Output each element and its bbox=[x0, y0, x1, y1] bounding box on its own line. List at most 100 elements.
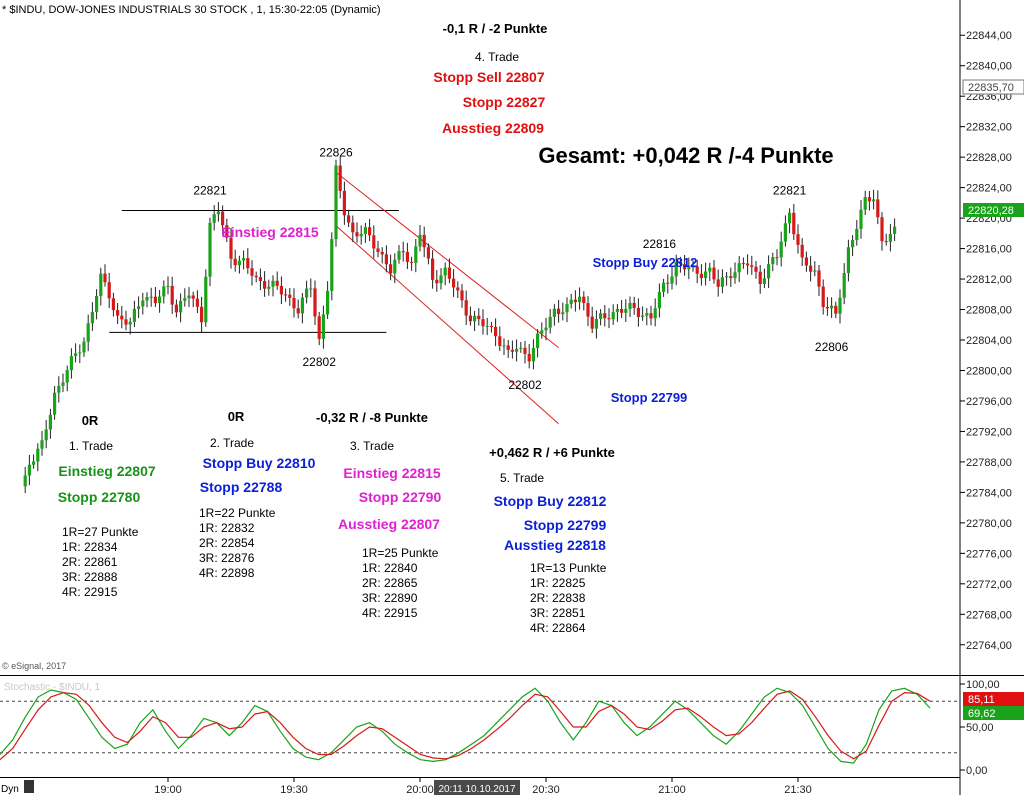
pivot-label: 22802 bbox=[303, 355, 337, 369]
candle-up bbox=[99, 273, 103, 297]
candle-down bbox=[632, 302, 636, 308]
candle-down bbox=[754, 266, 758, 272]
candle-down bbox=[452, 278, 456, 288]
candle-up bbox=[397, 251, 401, 260]
candle-up bbox=[61, 382, 65, 386]
trade5-result: +0,462 R / +6 Punkte bbox=[489, 445, 615, 460]
trade4-stopp: Stopp 22827 bbox=[463, 94, 546, 110]
trade4-stopp-sell: Stopp Sell 22807 bbox=[433, 69, 544, 85]
candle-up bbox=[611, 311, 615, 320]
candle-up bbox=[78, 352, 82, 354]
candle-up bbox=[502, 345, 506, 347]
candle-down bbox=[107, 282, 111, 299]
candle-down bbox=[834, 305, 838, 314]
time-tick-label: 19:30 bbox=[280, 784, 308, 795]
candle-down bbox=[275, 280, 279, 286]
candle-up bbox=[628, 302, 632, 309]
chart-title: * $INDU, DOW-JONES INDUSTRIALS 30 STOCK … bbox=[2, 4, 381, 16]
candle-down bbox=[636, 307, 640, 317]
candle-up bbox=[443, 267, 447, 276]
stoch-tick-label: 100,00 bbox=[966, 679, 1000, 691]
candle-down bbox=[825, 307, 829, 309]
trade5-label: 5. Trade bbox=[500, 471, 544, 485]
candle-up bbox=[65, 370, 69, 383]
candle-up bbox=[334, 165, 338, 240]
candle-up bbox=[48, 414, 52, 430]
candle-down bbox=[225, 225, 229, 238]
candle-up bbox=[57, 385, 61, 393]
candle-down bbox=[468, 315, 472, 322]
candle-down bbox=[876, 199, 880, 218]
candle-down bbox=[111, 298, 115, 311]
candle-down bbox=[246, 258, 250, 269]
candle-up bbox=[515, 348, 519, 352]
price-tick-label: 22764,00 bbox=[966, 640, 1012, 652]
corner-button[interactable] bbox=[24, 780, 34, 793]
candle-down bbox=[372, 235, 376, 249]
candle-down bbox=[800, 244, 804, 258]
candle-up bbox=[863, 197, 867, 210]
trade2-stopp: Stopp 22788 bbox=[200, 479, 283, 495]
candle-up bbox=[569, 299, 573, 305]
candle-down bbox=[750, 265, 754, 267]
cursor-time-box bbox=[434, 780, 520, 795]
candle-down bbox=[796, 234, 800, 245]
trade1-t4: 4R: 22915 bbox=[62, 585, 118, 599]
candle-down bbox=[506, 345, 510, 350]
candle-up bbox=[53, 392, 57, 415]
candle-down bbox=[170, 285, 174, 305]
candle-down bbox=[758, 271, 762, 285]
candle-up bbox=[166, 285, 170, 287]
candle-down bbox=[435, 279, 439, 284]
candle-down bbox=[284, 294, 288, 296]
candle-down bbox=[746, 263, 750, 266]
stoch-red-value-box bbox=[963, 692, 1024, 706]
candle-up bbox=[762, 278, 766, 285]
candle-up bbox=[90, 311, 94, 324]
marker-price-label: 22835,70 bbox=[968, 82, 1014, 94]
stoch-green-value: 69,62 bbox=[968, 708, 996, 720]
candle-up bbox=[733, 272, 737, 279]
candle-down bbox=[389, 264, 393, 274]
candle-up bbox=[561, 312, 565, 315]
candle-down bbox=[821, 286, 825, 308]
trade2-t3: 3R: 22876 bbox=[199, 551, 255, 565]
candle-down bbox=[342, 190, 346, 216]
candle-up bbox=[653, 308, 657, 319]
candle-down bbox=[456, 287, 460, 291]
stochastic-panel: 100,00 50,00 0,00 bbox=[0, 679, 1000, 777]
candle-up bbox=[565, 304, 569, 313]
candlestick-series bbox=[23, 156, 897, 494]
candle-down bbox=[620, 308, 624, 313]
trade5-ausstieg: Ausstieg 22818 bbox=[504, 537, 606, 553]
candle-down bbox=[368, 227, 372, 236]
candle-up bbox=[149, 296, 153, 298]
time-axis-ticks: 19:00 19:30 20:00 20:30 21:00 21:30 bbox=[154, 777, 812, 795]
candle-up bbox=[624, 308, 628, 313]
price-tick-label: 22796,00 bbox=[966, 396, 1012, 408]
candle-down bbox=[296, 308, 300, 314]
trade5-stopp-top: Stopp 22799 bbox=[611, 390, 688, 405]
candle-up bbox=[859, 209, 863, 229]
trade4-ausstieg: Ausstieg 22809 bbox=[442, 120, 544, 136]
trade1-stopp: Stopp 22780 bbox=[58, 489, 141, 505]
candle-up bbox=[208, 222, 212, 277]
candle-up bbox=[888, 233, 892, 242]
pivot-label: 22802 bbox=[508, 378, 542, 392]
candle-down bbox=[586, 303, 590, 317]
candle-up bbox=[309, 288, 313, 290]
candle-down bbox=[573, 299, 577, 303]
stoch-tick-label: 50,00 bbox=[966, 722, 994, 734]
candle-down bbox=[649, 313, 653, 319]
price-tick-label: 22784,00 bbox=[966, 487, 1012, 499]
candle-down bbox=[489, 325, 493, 327]
candle-up bbox=[179, 300, 183, 313]
candle-down bbox=[116, 310, 120, 316]
candle-down bbox=[510, 349, 514, 352]
candle-up bbox=[363, 227, 367, 234]
candle-up bbox=[846, 247, 850, 274]
candle-down bbox=[867, 197, 871, 202]
candle-up bbox=[44, 429, 48, 441]
candle-up bbox=[855, 228, 859, 241]
candle-up bbox=[691, 266, 695, 268]
